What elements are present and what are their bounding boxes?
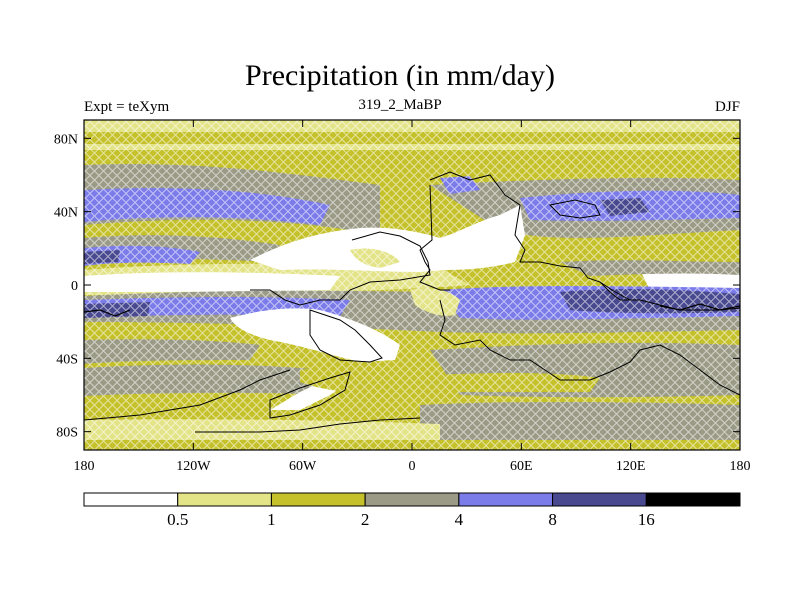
lon-tick-label: 180	[74, 459, 95, 474]
lat-tick-label: 40N	[54, 206, 78, 221]
colorbar-label: 4	[455, 510, 464, 529]
colorbar-swatch	[364, 492, 460, 507]
lat-tick-label: 80S	[56, 426, 78, 441]
time-label: 319_2_MaBP	[358, 97, 442, 113]
colorbar-swatch	[645, 492, 741, 507]
colorbar: 0.5 1 2 4 8 16	[83, 492, 741, 529]
precipitation-field	[84, 120, 740, 450]
longitude-axis: 180 120W 60W 0 60E 120E 180	[74, 120, 751, 474]
season-label: DJF	[714, 99, 740, 115]
lat-tick-label: 80N	[54, 132, 78, 147]
colorbar-swatch	[270, 492, 366, 507]
lat-tick-label: 0	[71, 279, 78, 294]
colorbar-label: 0.5	[167, 510, 188, 529]
lon-tick-label: 0	[409, 459, 416, 474]
colorbar-label: 16	[638, 510, 655, 529]
lon-tick-label: 60E	[510, 459, 533, 474]
colorbar-swatch	[552, 492, 647, 507]
colorbar-label: 2	[361, 510, 370, 529]
map-title: Precipitation (in mm/day)	[245, 59, 555, 92]
colorbar-swatch	[458, 492, 554, 507]
colorbar-label: 1	[267, 510, 276, 529]
colorbar-label: 8	[548, 510, 557, 529]
experiment-label: Expt = teXym	[84, 99, 170, 115]
lon-tick-label: 120E	[616, 459, 646, 474]
lon-tick-label: 120W	[176, 459, 211, 474]
lon-tick-label: 180	[730, 459, 751, 474]
lat-tick-label: 40S	[56, 352, 78, 367]
lon-tick-label: 60W	[289, 459, 317, 474]
latitude-axis: 80N 40N 0 40S 80S	[54, 132, 740, 441]
colorbar-swatch	[177, 492, 272, 507]
colorbar-swatch	[83, 492, 179, 507]
